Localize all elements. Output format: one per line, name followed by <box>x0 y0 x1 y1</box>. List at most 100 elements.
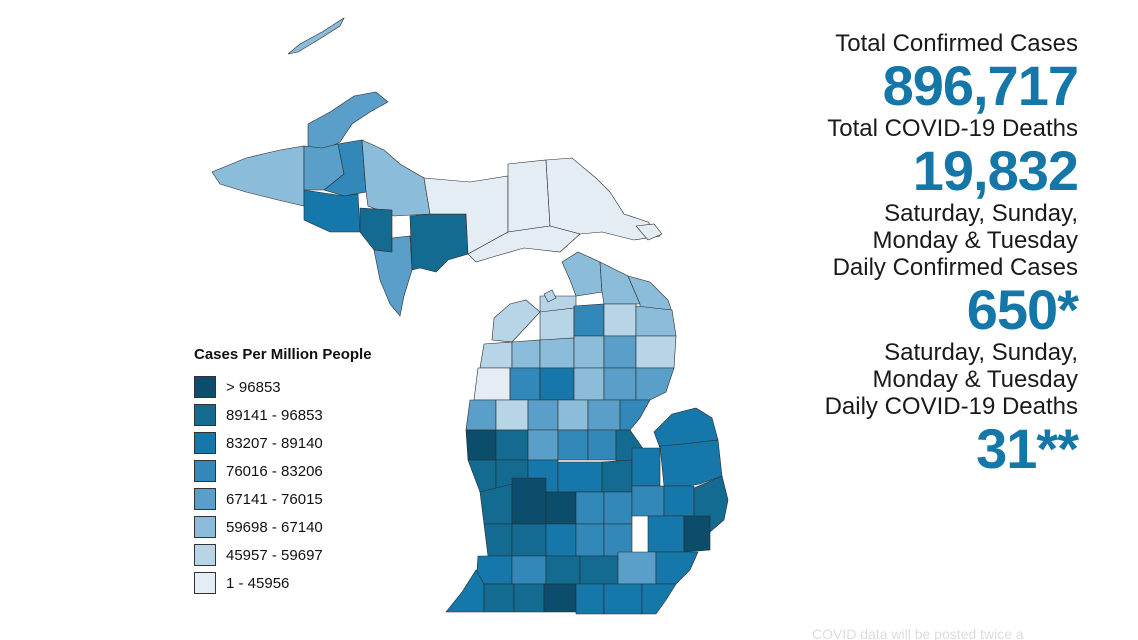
total-deaths-label: Total COVID-19 Deaths <box>827 115 1078 142</box>
county-ogemaw[interactable] <box>603 367 637 401</box>
county-otsego[interactable] <box>573 303 605 337</box>
legend-item: 89141 - 96853 <box>194 401 404 429</box>
county-wexford[interactable] <box>509 367 541 401</box>
county-alpena[interactable] <box>635 305 677 337</box>
county-alcona[interactable] <box>635 335 677 369</box>
county-mason[interactable] <box>465 399 497 431</box>
county-oceana[interactable] <box>465 429 497 461</box>
county-leelanau[interactable] <box>491 299 541 343</box>
county-osceola[interactable] <box>527 399 559 431</box>
county-saginaw-west[interactable] <box>557 461 603 493</box>
county-midland[interactable] <box>587 429 617 461</box>
county-eaton[interactable] <box>545 523 577 557</box>
county-tuscola[interactable] <box>631 447 661 487</box>
legend-swatch <box>194 488 216 510</box>
county-lapeer[interactable] <box>663 485 695 517</box>
county-clare[interactable] <box>557 399 589 431</box>
statistics-panel: Total Confirmed Cases 896,717 Total COVI… <box>818 30 1079 480</box>
daily-deaths-label: Saturday, Sunday, Monday & Tuesday Daily… <box>824 339 1078 420</box>
county-washtenaw[interactable] <box>617 551 657 585</box>
daily-cases-label: Saturday, Sunday, Monday & Tuesday Daily… <box>832 200 1078 281</box>
county-cass[interactable] <box>483 583 515 613</box>
county-saginaw[interactable] <box>601 459 633 493</box>
legend-swatch <box>194 572 216 594</box>
county-beaver-island[interactable] <box>543 289 557 303</box>
county-up-iron[interactable] <box>303 189 361 233</box>
county-newaygo[interactable] <box>495 429 529 461</box>
county-muskegon[interactable] <box>467 459 497 493</box>
total-deaths-value: 19,832 <box>912 139 1079 202</box>
county-ionia[interactable] <box>545 491 577 525</box>
county-manistee[interactable] <box>473 367 511 401</box>
county-barry[interactable] <box>511 523 547 557</box>
county-up-luce[interactable] <box>507 159 551 233</box>
legend-item: 83207 - 89140 <box>194 429 404 457</box>
legend-swatch <box>194 376 216 398</box>
county-isabella[interactable] <box>557 429 589 461</box>
county-wayne[interactable] <box>655 551 699 585</box>
county-kent[interactable] <box>511 477 547 525</box>
county-jackson[interactable] <box>579 555 619 585</box>
county-montmorency[interactable] <box>603 303 637 337</box>
county-isle-royale[interactable] <box>287 17 345 55</box>
daily-cases-value: 650* <box>966 278 1079 341</box>
legend-swatch <box>194 432 216 454</box>
legend-label: 67141 - 76015 <box>226 490 323 508</box>
county-up-dickinson[interactable] <box>359 207 393 253</box>
total-cases-value: 896,717 <box>882 54 1079 117</box>
county-st-joseph[interactable] <box>513 583 545 613</box>
county-gladwin[interactable] <box>587 399 621 431</box>
county-macomb[interactable] <box>683 515 711 553</box>
legend-title: Cases Per Million People <box>194 346 372 363</box>
county-up-delta[interactable] <box>409 213 469 273</box>
legend-label: 45957 - 59697 <box>226 546 323 564</box>
county-clinton[interactable] <box>575 491 605 525</box>
county-kalkaska[interactable] <box>539 337 575 369</box>
legend-item: 59698 - 67140 <box>194 513 404 541</box>
legend-swatch <box>194 460 216 482</box>
county-antrim[interactable] <box>539 307 575 341</box>
county-oakland[interactable] <box>647 515 685 553</box>
daily-deaths-value: 31** <box>976 417 1079 480</box>
county-calhoun[interactable] <box>545 555 581 585</box>
legend-item: 67141 - 76015 <box>194 485 404 513</box>
legend-label: > 96853 <box>226 378 281 396</box>
county-lake[interactable] <box>495 399 529 431</box>
county-up-keweenaw[interactable] <box>307 91 389 151</box>
county-grand-traverse[interactable] <box>511 339 541 369</box>
legend-swatch <box>194 544 216 566</box>
legend-item: 1 - 45956 <box>194 569 404 597</box>
county-drummond-island[interactable] <box>635 223 663 241</box>
county-hillsdale[interactable] <box>575 583 605 615</box>
county-up-mackinac[interactable] <box>467 225 581 263</box>
legend-label: 1 - 45956 <box>226 574 290 592</box>
county-oscoda[interactable] <box>603 335 637 369</box>
county-crawford[interactable] <box>573 335 605 369</box>
county-kalamazoo[interactable] <box>511 555 547 585</box>
county-up-menominee[interactable] <box>373 235 413 317</box>
total-cases-label: Total Confirmed Cases <box>835 30 1078 57</box>
county-ingham[interactable] <box>575 523 605 557</box>
county-emmet[interactable] <box>561 251 603 297</box>
county-shiawassee[interactable] <box>603 491 633 525</box>
county-arenac[interactable] <box>619 399 651 431</box>
county-branch[interactable] <box>543 583 577 613</box>
county-allegan[interactable] <box>483 523 513 557</box>
county-monroe[interactable] <box>641 583 677 615</box>
legend-label: 59698 - 67140 <box>226 518 323 536</box>
legend-swatch <box>194 516 216 538</box>
county-up-west[interactable] <box>211 145 305 207</box>
county-berrien[interactable] <box>445 569 485 613</box>
county-up-marquette[interactable] <box>361 139 431 217</box>
county-iosco[interactable] <box>635 367 675 401</box>
county-genesee[interactable] <box>631 485 665 517</box>
county-roscommon[interactable] <box>573 367 605 401</box>
county-missaukee[interactable] <box>539 367 575 401</box>
county-lenawee[interactable] <box>603 583 643 615</box>
county-sanilac[interactable] <box>659 439 723 487</box>
county-benzie[interactable] <box>479 341 513 369</box>
county-mecosta[interactable] <box>527 429 559 461</box>
county-livingston[interactable] <box>603 523 633 557</box>
